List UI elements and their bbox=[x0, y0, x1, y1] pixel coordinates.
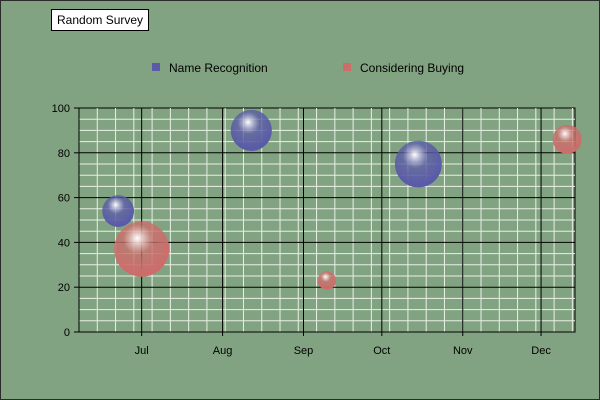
bubble bbox=[394, 140, 442, 188]
y-tick-label: 80 bbox=[58, 148, 70, 160]
legend: Name Recognition Considering Buying bbox=[152, 61, 464, 75]
y-tick-label: 0 bbox=[64, 327, 70, 339]
x-tick-label: Sep bbox=[294, 345, 314, 357]
legend-item: Considering Buying bbox=[343, 61, 464, 75]
legend-label: Name Recognition bbox=[169, 61, 268, 75]
y-axis-ticks: 0 20 40 60 80 100 bbox=[52, 103, 79, 339]
bubble bbox=[230, 109, 272, 151]
bubble bbox=[114, 221, 170, 277]
legend-swatch bbox=[343, 63, 351, 71]
y-tick-label: 20 bbox=[58, 282, 70, 294]
y-tick-label: 100 bbox=[52, 103, 70, 115]
x-tick-label: Jul bbox=[135, 345, 149, 357]
x-tick-label: Dec bbox=[531, 345, 551, 357]
chart-title: Random Survey bbox=[51, 9, 150, 31]
x-axis-ticks: Jul Aug Sep Oct Nov Dec bbox=[135, 332, 551, 357]
legend-swatch bbox=[152, 63, 160, 71]
bubble bbox=[317, 271, 337, 290]
bubbles bbox=[102, 109, 582, 290]
bubble bbox=[102, 195, 135, 227]
y-tick-label: 60 bbox=[58, 193, 70, 205]
y-tick-label: 40 bbox=[58, 237, 70, 249]
minor-gridlines bbox=[79, 108, 575, 332]
bubble bbox=[552, 124, 582, 154]
x-tick-label: Aug bbox=[213, 345, 233, 357]
x-tick-label: Oct bbox=[373, 345, 390, 357]
axes bbox=[78, 108, 575, 333]
legend-label: Considering Buying bbox=[360, 61, 464, 75]
legend-item: Name Recognition bbox=[152, 61, 268, 75]
x-tick-label: Nov bbox=[453, 345, 473, 357]
